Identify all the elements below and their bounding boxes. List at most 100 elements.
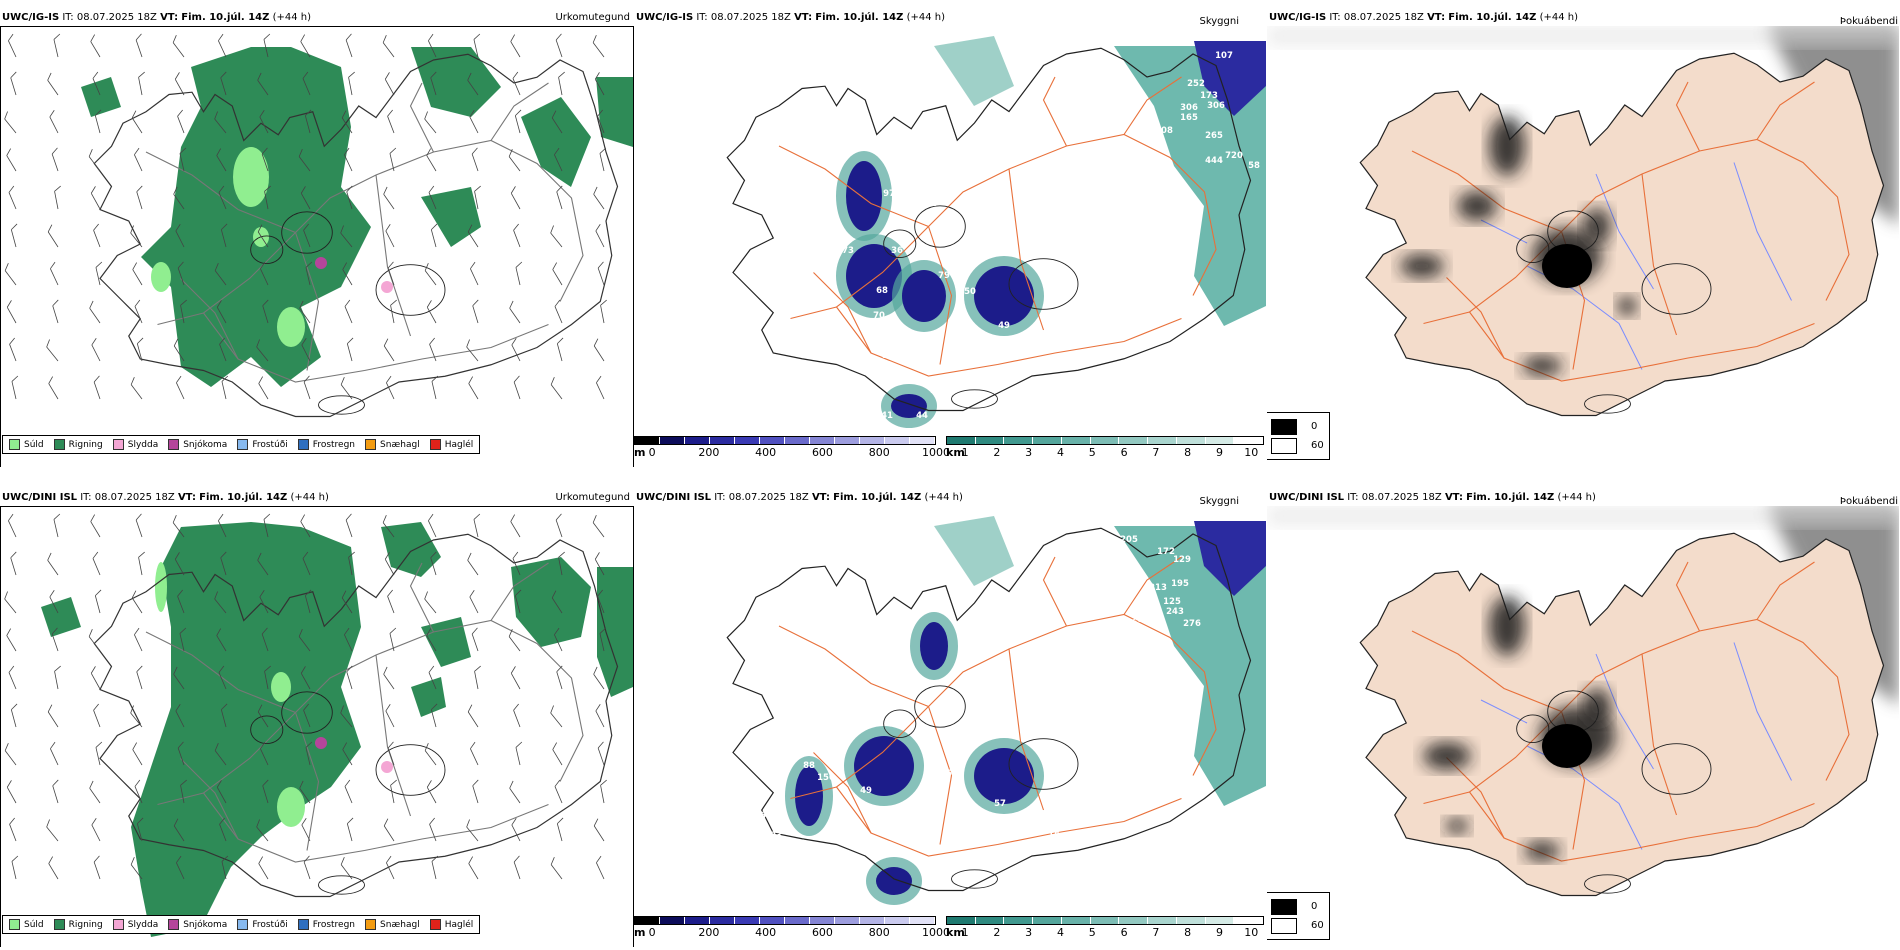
scale-cell bbox=[1205, 437, 1235, 444]
road bbox=[1008, 168, 1045, 331]
scale-cell bbox=[910, 437, 935, 444]
rain-area bbox=[131, 522, 361, 937]
scale-tick: 400 bbox=[755, 926, 777, 939]
road bbox=[1446, 277, 1505, 359]
drizzle-area bbox=[277, 787, 305, 827]
road bbox=[1411, 630, 1562, 713]
visibility-value: 107 bbox=[1215, 51, 1233, 61]
legend-swatch bbox=[112, 919, 124, 930]
scale-ticks: m 0 200 400 600 800 1000 bbox=[634, 925, 950, 939]
fog-legend-value: 0 bbox=[1311, 421, 1318, 432]
legend-item: Slydda bbox=[112, 919, 159, 930]
visibility-low-area bbox=[920, 622, 948, 670]
visibility-value: 85 bbox=[926, 199, 938, 209]
legend-item: Haglél bbox=[429, 439, 473, 450]
visibility-value: 205 bbox=[1120, 535, 1138, 545]
wind-barbs bbox=[4, 33, 607, 400]
road bbox=[1641, 653, 1678, 816]
road bbox=[927, 226, 953, 365]
glacier-outline bbox=[1584, 874, 1631, 894]
scale-tick: 4 bbox=[1056, 926, 1064, 939]
road bbox=[1423, 618, 1850, 805]
scale-tick: 9 bbox=[1215, 446, 1223, 459]
rain-area bbox=[411, 677, 446, 717]
scale-cell bbox=[635, 917, 660, 924]
visibility-scale-km: km 1 2 3 4 5 6 7 8 9 10 bbox=[946, 916, 1264, 939]
scale-tick: 10 bbox=[1244, 446, 1259, 459]
scale-cells bbox=[946, 916, 1264, 925]
scale-tick: 1 bbox=[961, 446, 969, 459]
visibility-value: 28 bbox=[828, 721, 840, 731]
glacier-outline bbox=[883, 709, 917, 738]
visibility-value: 71 bbox=[891, 376, 903, 386]
scale-tick: 9 bbox=[1215, 926, 1223, 939]
road bbox=[1756, 561, 1815, 620]
visibility-value: 213 bbox=[1149, 583, 1167, 593]
scale-cells bbox=[946, 436, 1264, 445]
road bbox=[490, 562, 549, 621]
visibility-low-area bbox=[891, 394, 927, 418]
fog-legend-swatch bbox=[1271, 418, 1297, 435]
fog-legend-item: 60 bbox=[1271, 916, 1324, 935]
visibility-low-area bbox=[974, 748, 1034, 804]
scale-tick: 7 bbox=[1152, 446, 1160, 459]
road bbox=[1641, 173, 1678, 336]
visibility-value: 44 bbox=[916, 411, 928, 421]
legend-item: Snæhagl bbox=[365, 919, 420, 930]
fog-area bbox=[1583, 208, 1611, 244]
scale-cell bbox=[975, 917, 1005, 924]
legend-swatch bbox=[365, 919, 377, 930]
legend-label: Frostúði bbox=[252, 439, 288, 450]
visibility-low-area bbox=[846, 161, 882, 231]
road bbox=[294, 712, 320, 851]
glacier-outline bbox=[281, 211, 333, 254]
legend-swatch bbox=[9, 919, 20, 930]
fog-map bbox=[1267, 506, 1899, 946]
visibility-value: 68 bbox=[876, 286, 888, 296]
scale-tick: 0 bbox=[648, 926, 656, 939]
visibility-value: 63 bbox=[760, 811, 772, 821]
legend-label: Rigning bbox=[68, 919, 103, 930]
rain-area bbox=[81, 77, 121, 117]
legend-item: Rigning bbox=[53, 919, 103, 930]
road bbox=[294, 232, 320, 371]
scale-unit: m bbox=[634, 926, 646, 939]
scale-cell bbox=[1148, 437, 1177, 444]
road bbox=[157, 619, 584, 806]
legend-swatch bbox=[9, 439, 20, 450]
iceland-outline bbox=[93, 533, 619, 898]
scale-tick: 5 bbox=[1088, 926, 1096, 939]
scale-cells bbox=[634, 436, 936, 445]
visibility-value: 778 bbox=[895, 336, 913, 346]
visibility-scale-m: m 0 200 400 600 800 1000 bbox=[634, 436, 950, 459]
legend-item: Frostregn bbox=[297, 919, 355, 930]
drizzle-area bbox=[271, 672, 291, 702]
legend-swatch bbox=[53, 919, 65, 930]
visibility-value: 42 bbox=[812, 859, 824, 869]
glacier-outline bbox=[914, 205, 966, 248]
scale-cell bbox=[660, 917, 685, 924]
scale-cell bbox=[1205, 917, 1235, 924]
legend-swatch bbox=[429, 919, 441, 930]
visibility-value: 97 bbox=[883, 189, 895, 199]
fog-legend-swatch bbox=[1271, 917, 1297, 934]
glacier-outline bbox=[914, 685, 966, 728]
road bbox=[1008, 648, 1045, 811]
visibility-value: 243 bbox=[1166, 607, 1184, 617]
visibility-value: 47 bbox=[900, 904, 912, 914]
scale-tick: 6 bbox=[1120, 446, 1128, 459]
visibility-value: 49 bbox=[860, 786, 872, 796]
rain-area bbox=[421, 187, 481, 247]
legend-item: Frostúði bbox=[237, 439, 288, 450]
legend-item: Slydda bbox=[112, 439, 158, 450]
visibility-low-area bbox=[846, 244, 902, 308]
legend-label: Slydda bbox=[127, 919, 159, 930]
fog-area bbox=[1445, 818, 1469, 834]
legend-item: Snæhagl bbox=[365, 439, 420, 450]
scale-cell bbox=[760, 437, 785, 444]
sea-low-visibility bbox=[1114, 526, 1266, 806]
legend-swatch bbox=[112, 439, 124, 450]
scale-cell bbox=[660, 437, 685, 444]
scale-cell bbox=[1119, 437, 1149, 444]
fog-area bbox=[1522, 356, 1562, 376]
